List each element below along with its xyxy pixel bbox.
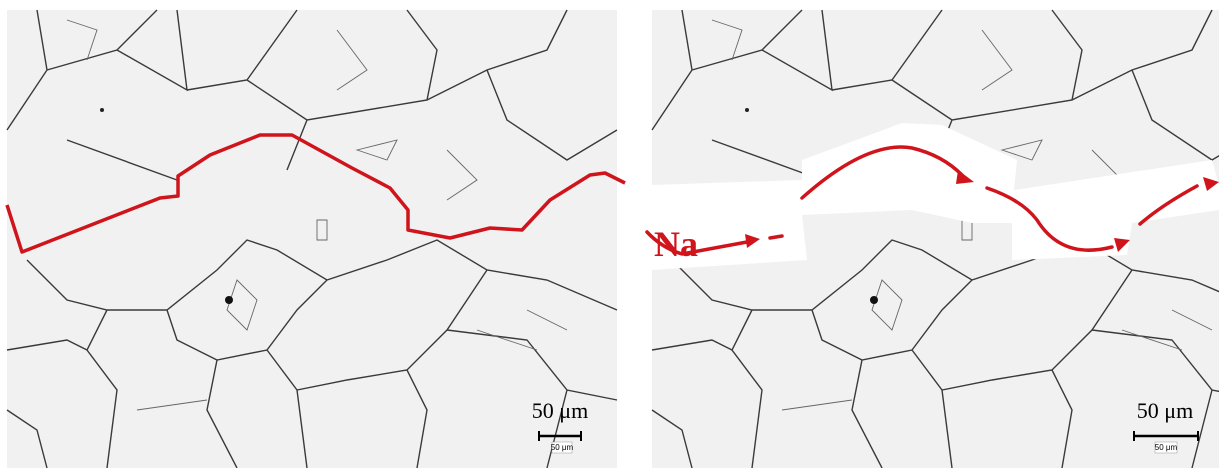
scale-bar-label: 50 μm <box>551 443 574 452</box>
scale-label: 50 μm <box>1137 398 1193 423</box>
page: 50 μm 50 μm Na 50 μm <box>0 0 1219 468</box>
scale-bar-label: 50 μm <box>1155 443 1178 452</box>
left-micrograph: 50 μm 50 μm <box>7 10 625 468</box>
sodium-label: Na <box>654 224 698 264</box>
figure: 50 μm 50 μm Na 50 μm <box>0 0 1219 468</box>
right-micrograph: Na 50 μm 50 μm <box>647 10 1219 468</box>
scale-label: 50 μm <box>532 398 588 423</box>
